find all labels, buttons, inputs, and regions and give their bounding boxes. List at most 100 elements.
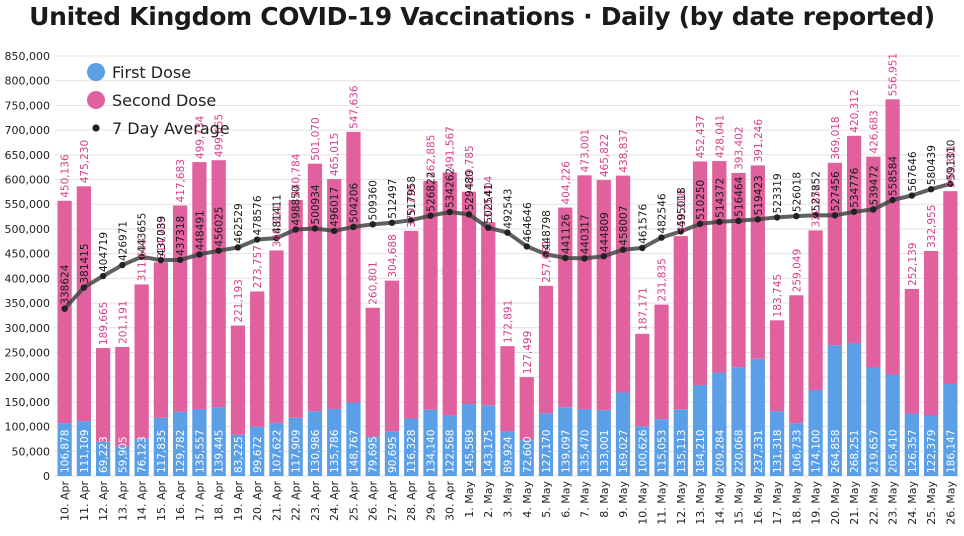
data-label-second-dose: 465,822 [599,134,611,177]
average-point [253,236,261,243]
data-label-first-dose: 89,924 [503,436,515,473]
data-label-first-dose: 148,767 [348,430,360,473]
average-point [562,254,569,262]
data-label-average: 527456 [830,171,842,211]
x-tick-label: 23. May [887,481,900,525]
average-point [485,224,492,231]
bar-first-dose [885,374,900,476]
data-label-second-dose: 452,437 [695,115,707,158]
x-tick-label: 17. May [771,481,784,525]
data-label-average: 591310 [945,140,957,180]
bar-second-dose [250,291,265,427]
x-tick-label: 24. May [906,481,919,525]
bar-first-dose [635,426,650,476]
average-point [61,305,68,312]
bar-second-dose [115,346,130,447]
x-tick-label: 5. May [540,481,553,518]
data-label-average: 448798 [541,210,553,250]
average-point [889,196,896,204]
y-tick-label: 700,000 [5,124,51,137]
data-label-first-dose: 126,357 [907,430,919,473]
data-label-second-dose: 556,951 [888,53,900,96]
x-tick-label: 10. May [636,481,649,525]
data-label-average: 500934 [310,184,322,224]
average-point [619,246,627,253]
data-label-first-dose: 134,140 [425,430,437,473]
bar-second-dose [577,175,592,410]
bar-first-dose [808,389,823,476]
data-label-average: 443655 [137,213,149,253]
bar-second-dose [211,160,226,408]
bar-first-dose [346,402,361,476]
average-point [234,244,242,251]
bar-first-dose [269,422,284,476]
average-point [523,243,530,250]
data-label-second-dose: 547,636 [348,85,360,129]
data-label-second-dose: 260,801 [368,261,380,304]
bar-second-dose [596,180,611,411]
average-point [215,247,222,254]
data-label-first-dose: 139,445 [214,430,226,473]
x-tick-label: 7. May [579,481,592,518]
data-label-first-dose: 116,328 [406,430,418,473]
bar-second-dose [384,280,400,432]
data-label-second-dose: 417,683 [175,159,187,202]
average-point [273,234,280,242]
average-point [465,211,473,218]
average-point [908,192,916,199]
average-point [793,212,800,220]
bar-first-dose [288,417,303,476]
y-tick-label: 0 [43,470,50,483]
data-label-first-dose: 106,733 [791,430,803,473]
x-tick-label: 25. May [925,481,938,525]
bar-first-dose [461,404,477,476]
bar-second-dose [846,135,862,344]
data-label-average: 514372 [714,178,726,218]
average-point [176,256,184,264]
data-label-first-dose: 59,905 [117,436,129,473]
data-label-first-dose: 107,622 [271,430,283,473]
x-tick-label: 17. Apr [193,481,206,521]
data-label-average: 495018 [676,187,688,227]
bar-first-dose [596,410,611,476]
bar-first-dose [538,413,554,476]
data-label-first-dose: 117,909 [291,430,303,473]
x-tick-label: 25. Apr [347,481,360,521]
average-point [196,251,203,258]
y-tick-label: 750,000 [5,99,51,112]
y-tick-label: 100,000 [5,421,51,434]
bar-first-dose [115,446,130,476]
bar-second-dose [750,165,765,359]
bar-first-dose [789,423,804,476]
data-label-first-dose: 268,251 [849,430,861,473]
data-label-average: 519423 [753,175,765,215]
data-label-second-dose: 201,191 [117,301,129,344]
data-label-first-dose: 90,695 [387,436,399,473]
data-label-second-dose: 391,246 [753,119,765,163]
average-point [388,219,396,226]
average-point [542,251,550,258]
data-label-first-dose: 127,170 [541,430,553,473]
data-label-second-dose: 314,783 [156,216,168,259]
average-point [639,244,646,252]
bar-second-dose [134,284,149,439]
x-tick-label: 29. Apr [424,481,437,521]
data-label-second-dose: 475,230 [79,140,91,183]
bar-second-dose [327,179,342,409]
data-label-first-dose: 237,331 [753,430,765,473]
bar-first-dose [654,419,669,476]
bar-first-dose [481,405,496,476]
bar-first-dose [250,426,265,476]
data-label-average: 464646 [522,202,534,242]
data-label-average: 441126 [560,214,572,254]
bar-second-dose [307,163,323,412]
data-label-second-dose: 404,226 [560,161,572,205]
data-label-first-dose: 83,225 [233,436,245,473]
x-tick-label: 13. May [694,481,707,525]
average-point [658,234,665,241]
data-label-average: 534262 [445,168,457,208]
x-tick-label: 18. Apr [213,481,226,521]
legend-label: First Dose [112,63,191,82]
